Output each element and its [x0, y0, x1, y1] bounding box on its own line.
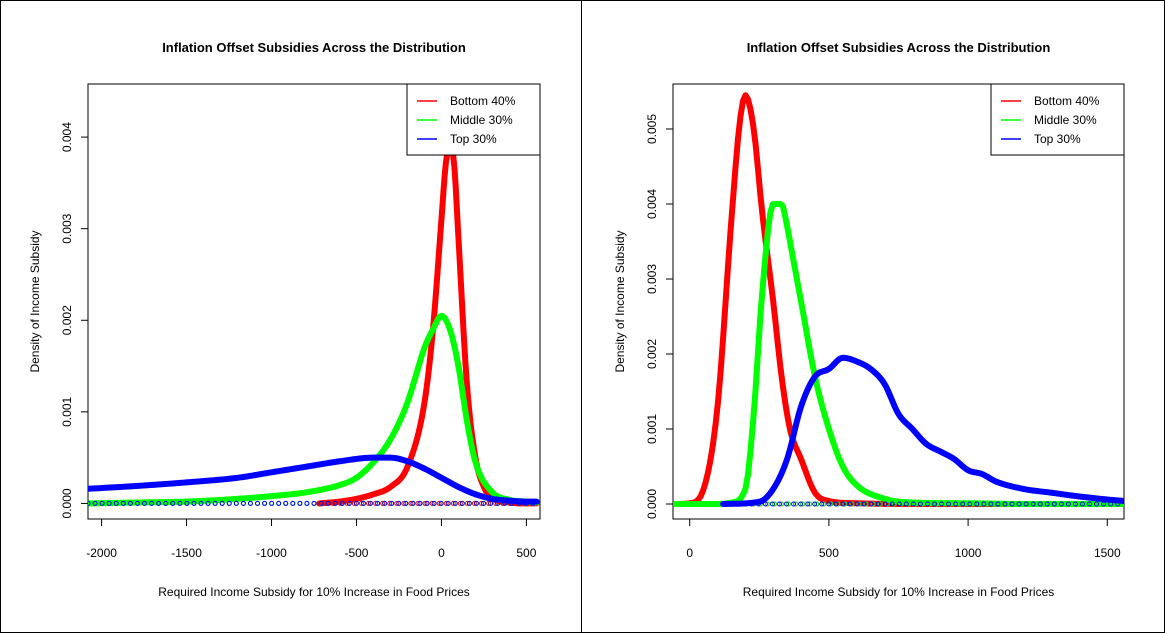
rug-point: [234, 501, 238, 505]
y-tick-label: 0.003: [60, 213, 74, 243]
legend-label: Top 30%: [450, 132, 497, 146]
y-tick-label: 0.000: [645, 489, 659, 519]
rug-point: [256, 501, 260, 505]
y-tick-label: 0.003: [645, 264, 659, 294]
legend-label: Bottom 40%: [1034, 94, 1100, 108]
y-axis-label: Density of Income Subsidy: [613, 230, 627, 372]
x-axis-label: Required Income Subsidy for 10% Increase…: [743, 585, 1055, 599]
x-tick-label: -500: [344, 546, 368, 560]
x-tick-label: -1000: [256, 546, 287, 560]
plot-series-group: [86, 146, 537, 505]
chart-title: Inflation Offset Subsidies Across the Di…: [162, 40, 466, 55]
y-tick-label: 0.004: [60, 122, 74, 152]
x-tick-label: 500: [819, 546, 839, 560]
y-tick-label: 0.000: [60, 488, 74, 518]
y-axis-label: Density of Income Subsidy: [28, 230, 42, 372]
y-tick-label: 0.002: [60, 305, 74, 335]
series-rug-2: [86, 501, 535, 505]
rug-point: [270, 501, 274, 505]
rug-point: [298, 501, 302, 505]
series-line-1: [676, 204, 1124, 504]
y-tick-label: 0.001: [60, 397, 74, 427]
chart-panel-left: Inflation Offset Subsidies Across the Di…: [1, 0, 581, 633]
chart-svg-left: Inflation Offset Subsidies Across the Di…: [1, 0, 581, 633]
x-tick-label: 0: [438, 546, 445, 560]
legend-label: Bottom 40%: [450, 94, 516, 108]
rug-point: [241, 501, 245, 505]
rug-point: [312, 501, 316, 505]
x-tick-label: 500: [516, 546, 536, 560]
x-tick-label: -2000: [86, 546, 117, 560]
rug-point: [284, 501, 288, 505]
y-tick-label: 0.005: [645, 114, 659, 144]
chart-panel-right: Inflation Offset Subsidies Across the Di…: [582, 0, 1164, 633]
series-line-0: [319, 146, 536, 503]
legend-label: Middle 30%: [1034, 113, 1097, 127]
y-tick-label: 0.002: [645, 339, 659, 369]
series-line-2: [88, 458, 537, 502]
rug-point: [248, 501, 252, 505]
chart-title: Inflation Offset Subsidies Across the Di…: [747, 40, 1051, 55]
x-tick-label: -1500: [171, 546, 202, 560]
rug-point: [291, 501, 295, 505]
y-tick-label: 0.001: [645, 414, 659, 444]
rug-point: [263, 501, 267, 505]
rug-point: [277, 501, 281, 505]
x-tick-label: 1500: [1094, 546, 1121, 560]
x-axis-label: Required Income Subsidy for 10% Increase…: [158, 585, 470, 599]
series-line-0: [676, 95, 1124, 504]
chart-svg-right: Inflation Offset Subsidies Across the Di…: [582, 0, 1164, 633]
x-tick-label: 1000: [955, 546, 982, 560]
rug-point: [305, 501, 309, 505]
legend-label: Top 30%: [1034, 132, 1081, 146]
y-tick-label: 0.004: [645, 189, 659, 219]
plot-series-group: [674, 95, 1124, 506]
x-tick-label: 0: [686, 546, 693, 560]
legend-label: Middle 30%: [450, 113, 513, 127]
